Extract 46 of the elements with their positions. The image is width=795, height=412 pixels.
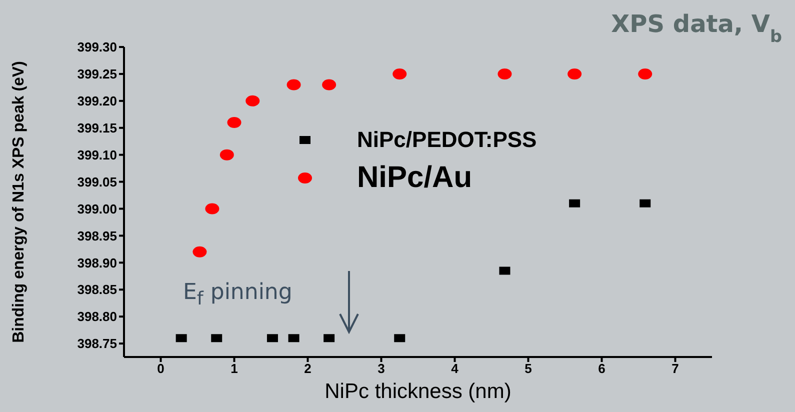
y-tick-label: 399.00 bbox=[77, 201, 117, 216]
y-axis-title: Binding energy of N1s XPS peak (eV) bbox=[10, 61, 28, 343]
point bbox=[192, 246, 207, 258]
point bbox=[498, 68, 512, 80]
point bbox=[211, 334, 222, 342]
y-tick-label: 399.05 bbox=[77, 174, 117, 190]
x-tick-label: 2 bbox=[304, 361, 312, 376]
y-tick-label: 398.75 bbox=[77, 336, 117, 352]
x-tick-label: 6 bbox=[598, 361, 606, 376]
point bbox=[392, 68, 407, 80]
point bbox=[205, 203, 220, 214]
x-tick-label: 0 bbox=[157, 361, 164, 376]
chart-title: XPS data, V$_{b}$ bbox=[611, 10, 782, 46]
x-tick-label: 7 bbox=[672, 361, 679, 376]
y-tick-label: 399.25 bbox=[77, 66, 117, 82]
y-tick-label: 399.30 bbox=[77, 40, 117, 55]
point bbox=[394, 334, 406, 342]
x-tick-label: 3 bbox=[378, 361, 385, 376]
point bbox=[638, 68, 652, 80]
point bbox=[176, 334, 187, 342]
point bbox=[227, 116, 242, 128]
point bbox=[569, 199, 580, 208]
y-tick-label: 398.80 bbox=[77, 309, 117, 324]
point bbox=[220, 149, 234, 160]
point bbox=[324, 334, 335, 342]
y-tick-label: 399.15 bbox=[77, 120, 117, 136]
y-tick-label: 399.10 bbox=[77, 147, 117, 162]
point bbox=[286, 79, 301, 90]
legend-label: NiPc/PEDOT:PSS bbox=[357, 127, 537, 153]
x-axis-title: NiPc thickness (nm) bbox=[324, 380, 512, 403]
x-tick-label: 4 bbox=[451, 361, 460, 376]
point bbox=[499, 266, 510, 275]
legend-label: NiPc/Au bbox=[357, 161, 472, 195]
y-tick-label: 398.90 bbox=[77, 255, 117, 270]
y-tick-label: 398.95 bbox=[77, 228, 117, 244]
point bbox=[568, 68, 582, 80]
point bbox=[640, 199, 651, 208]
point bbox=[322, 79, 336, 90]
y-tick-label: 398.85 bbox=[77, 282, 117, 298]
point bbox=[246, 95, 260, 106]
x-tick-label: 5 bbox=[524, 361, 532, 376]
y-tick-label: 399.20 bbox=[77, 94, 117, 109]
x-tick-label: 1 bbox=[230, 361, 238, 376]
point bbox=[266, 334, 278, 342]
annotation: E$_{f}$ pinning bbox=[183, 280, 292, 310]
point bbox=[288, 334, 300, 342]
